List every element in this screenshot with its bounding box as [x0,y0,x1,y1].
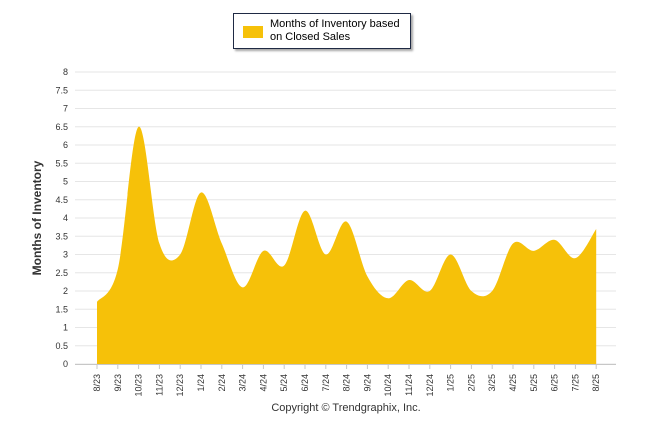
x-tick-label: 11/24 [404,374,414,396]
x-tick-label: 3/25 [487,374,497,392]
y-tick-label: 2.5 [55,268,68,278]
legend-label: Months of Inventory based on Closed Sale… [270,18,400,43]
y-tick-label: 8 [63,67,68,77]
x-tick-label: 2/25 [466,374,476,392]
y-tick-label: 0.5 [55,341,68,351]
x-tick-labels: 8/23 9/23 10/23 11/23 12/23 1/24 2/24 3/24 4/24 5… [92,374,601,397]
y-tick-label: 4.5 [55,195,68,205]
x-tick-label: 5/24 [279,374,289,392]
y-tick-label: 1.5 [55,304,68,314]
x-tick-label: 10/24 [383,374,393,397]
x-tick-label: 12/24 [425,374,435,397]
x-tick-label: 8/25 [591,374,601,392]
legend-swatch [243,26,263,38]
area-series [96,126,597,365]
y-tick-label: 6 [63,140,68,150]
x-tick-label: 8/24 [342,374,352,392]
x-tick-label: 4/25 [508,374,518,392]
x-tick-label: 11/23 [154,374,164,396]
y-tick-label: 3 [63,250,68,260]
x-tick-label: 9/24 [362,374,372,392]
y-tick-label: 0 [63,359,68,369]
x-tick-label: 4/24 [258,374,268,392]
x-tick-label: 6/25 [550,374,560,392]
area-fill [97,126,597,365]
x-tick-label: 1/25 [446,374,456,392]
x-tick-label: 10/23 [134,374,144,397]
y-tick-labels: 0 0.5 1 1.5 2 2.5 3 3.5 4 4.5 5 5.5 6 6.5 7 7.5 8 [55,67,68,369]
x-tick-label: 5/25 [529,374,539,392]
x-tick-label: 3/24 [238,374,248,392]
y-tick-label: 7 [63,104,68,114]
y-tick-label: 5 [63,177,68,187]
x-tick-label: 9/23 [113,374,123,392]
y-tick-label: 3.5 [55,231,68,241]
x-tick-label: 6/24 [300,374,310,392]
y-tick-label: 5.5 [55,158,68,168]
x-tick-label: 2/24 [217,374,227,392]
copyright-footer: Copyright © Trendgraphix, Inc. [271,402,421,414]
y-tick-label: 4 [63,213,68,223]
y-tick-label: 7.5 [55,85,68,95]
y-axis-label: Months of Inventory [30,160,44,276]
x-tick-label: 7/24 [321,374,331,392]
y-tick-label: 6.5 [55,122,68,132]
x-tick-label: 1/24 [196,374,206,392]
y-tick-label: 2 [63,286,68,296]
x-tick-label: 12/23 [175,374,185,397]
x-tick-label: 8/23 [92,374,102,392]
axes [75,364,616,369]
x-tick-label: 7/25 [570,374,580,392]
legend: Months of Inventory based on Closed Sale… [233,13,411,49]
y-tick-label: 1 [63,323,68,333]
